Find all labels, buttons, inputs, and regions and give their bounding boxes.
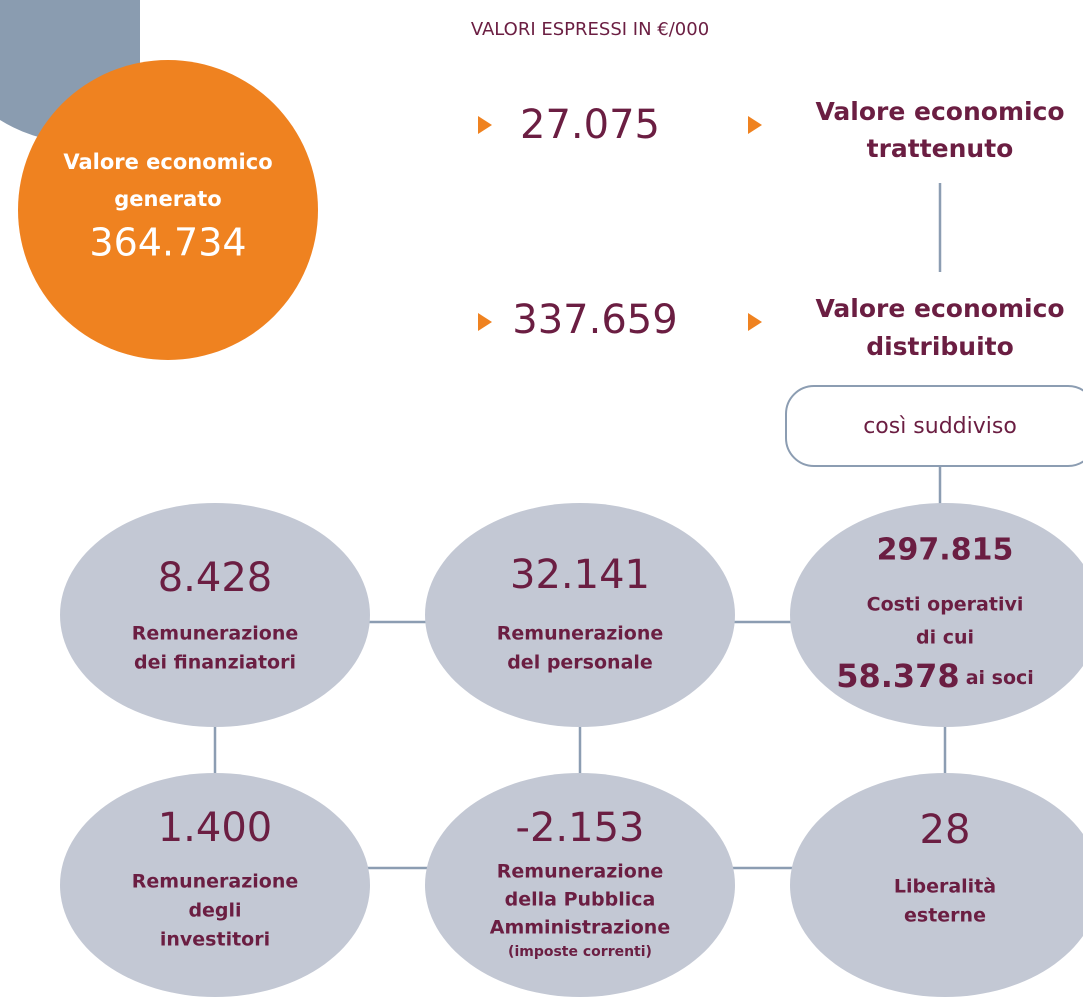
arrow <box>410 116 762 134</box>
item-value: 32.141 <box>510 552 650 598</box>
item-value: 1.400 <box>158 805 273 851</box>
item-label: di cui <box>916 627 974 649</box>
item-oval <box>425 773 735 997</box>
item-label: della Pubblica <box>505 889 656 911</box>
flow-label: trattenuto <box>867 134 1014 163</box>
item-sub-label: ai soci <box>966 667 1034 689</box>
arrow <box>410 313 762 331</box>
item-value: -2.153 <box>516 805 645 851</box>
flow-label: Valore economico <box>815 97 1064 126</box>
flow-value: 27.075 <box>520 102 660 148</box>
item-label: del personale <box>507 652 653 674</box>
source-value: 364.734 <box>89 221 246 265</box>
item-label: investitori <box>160 929 270 951</box>
item-value: 297.815 <box>877 533 1014 568</box>
split-label: così suddiviso <box>863 414 1017 439</box>
item-label: dei finanziatori <box>134 652 296 674</box>
item-label: Remunerazione <box>132 871 298 893</box>
flow-label: distribuito <box>866 332 1014 361</box>
item-label: Remunerazione <box>497 623 663 645</box>
item-oval <box>790 773 1083 997</box>
item-label: Remunerazione <box>132 623 298 645</box>
item-oval <box>790 503 1083 727</box>
item-oval <box>60 773 370 997</box>
header-note: VALORI ESPRESSI IN €/000 <box>471 19 709 40</box>
item-value: 28 <box>920 807 971 853</box>
item-sub: 58.378 ai soci <box>836 657 1034 695</box>
item-oval <box>425 503 735 727</box>
item-label: Amministrazione <box>490 917 670 939</box>
item-label: Liberalità <box>894 876 996 898</box>
item-label: Remunerazione <box>497 861 663 883</box>
item-oval <box>60 503 370 727</box>
item-note: (imposte correnti) <box>508 944 652 960</box>
item-label: Costi operativi <box>867 594 1024 616</box>
source-label: Valore economico <box>63 150 272 174</box>
item-label: esterne <box>904 905 986 927</box>
source-label: generato <box>114 187 221 211</box>
item-value: 8.428 <box>158 555 273 601</box>
item-label: degli <box>188 900 241 922</box>
source-circle <box>18 60 318 360</box>
flow-value: 337.659 <box>512 297 677 343</box>
flow-label: Valore economico <box>815 294 1064 323</box>
item-sub-value: 58.378 <box>836 657 959 695</box>
